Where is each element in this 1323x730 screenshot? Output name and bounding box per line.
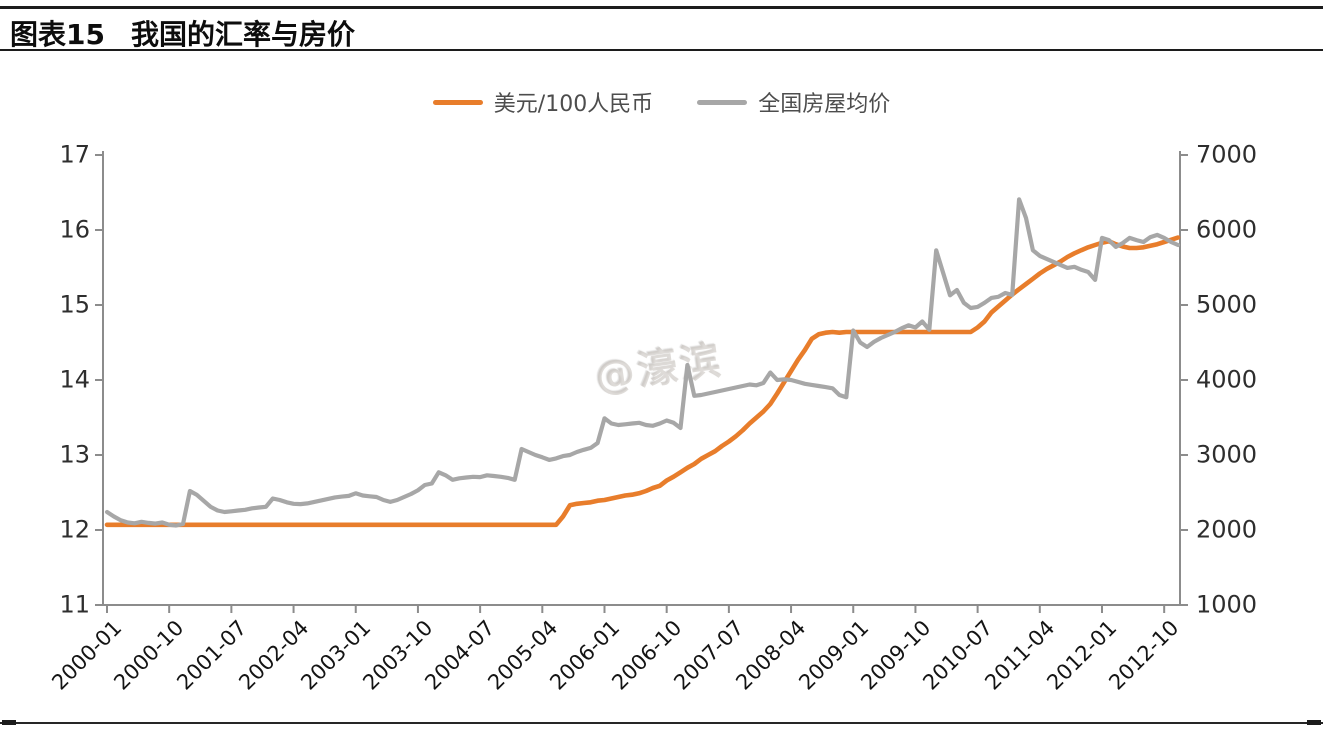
y-axis-left-tick-label: 12 (59, 515, 90, 544)
y-axis-right-tick-label: 4000 (1196, 365, 1258, 394)
bottom-rule-right-cap (1307, 720, 1321, 725)
chart-number-label: 图表15 (10, 18, 105, 51)
series-line-national-house-price (104, 197, 1181, 528)
y-axis-left-tick-label: 14 (59, 365, 90, 394)
legend-swatch-icon (432, 99, 483, 105)
y-axis-right-tick-label: 6000 (1196, 215, 1258, 244)
chart-title-text: 我国的汇率与房价 (130, 18, 355, 51)
y-axis-left-tick-label: 17 (59, 140, 90, 169)
legend: 美元/100人民币 全国房屋均价 (0, 86, 1323, 118)
y-axis-left-tick-label: 13 (59, 440, 90, 469)
tick-marks (95, 154, 1188, 613)
y-axis-right-tick-label: 2000 (1196, 515, 1258, 544)
axis-frame (102, 151, 1181, 606)
title-underline-rule (0, 49, 1323, 51)
bottom-rule-left-cap (2, 720, 16, 725)
y-axis-left-tick-label: 16 (59, 215, 90, 244)
y-axis-left-tick-label: 11 (59, 590, 90, 619)
legend-item-1: 全国房屋均价 (697, 86, 890, 118)
legend-label: 全国房屋均价 (758, 92, 891, 117)
y-axis-right-tick-label: 5000 (1196, 290, 1258, 319)
bottom-rule (0, 722, 1323, 724)
top-rule (0, 6, 1323, 9)
y-axis-right-tick-label: 7000 (1196, 140, 1258, 169)
legend-item-0: 美元/100人民币 (432, 86, 654, 118)
page-title: 图表15 我国的汇率与房价 (10, 13, 355, 53)
series-line-usd-per-100cny (104, 235, 1181, 528)
legend-swatch-icon (697, 99, 748, 105)
y-axis-right-tick-label: 3000 (1196, 440, 1258, 469)
y-axis-right-tick-label: 1000 (1196, 590, 1258, 619)
legend-label: 美元/100人民币 (493, 92, 654, 117)
y-axis-left-tick-label: 15 (59, 290, 90, 319)
